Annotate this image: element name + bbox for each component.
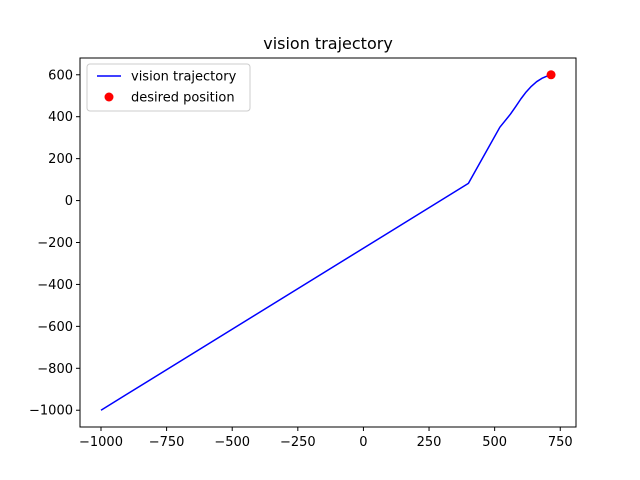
legend: vision trajectory desired position (86, 63, 251, 112)
x-tick-label: −750 (149, 435, 185, 450)
chart-title: vision trajectory (263, 34, 393, 53)
x-tick-label: −1000 (79, 435, 123, 450)
y-tick-label: −600 (37, 320, 73, 335)
x-tick-label: 500 (482, 435, 507, 450)
legend-label-desired: desired position (131, 91, 235, 106)
y-tick-label: −800 (37, 362, 73, 377)
y-tick-label: 0 (65, 194, 73, 209)
legend-marker-swatch (104, 92, 114, 102)
plot-area (100, 70, 556, 411)
x-tick-label: 250 (417, 435, 442, 450)
y-tick-label: −200 (37, 236, 73, 251)
y-tick-label: −400 (37, 278, 73, 293)
axes: −1000 −750 −500 −250 0 250 500 750 −1000 −800 −600… (29, 57, 577, 450)
x-tick-label: 0 (359, 435, 367, 450)
x-tick-label: −500 (214, 435, 250, 450)
x-tick-label: −250 (280, 435, 316, 450)
legend-box (86, 63, 251, 112)
y-tick-label: −1000 (29, 404, 73, 419)
x-tick-label: 750 (548, 435, 573, 450)
legend-label-trajectory: vision trajectory (131, 70, 237, 85)
y-tick-label: 400 (48, 110, 73, 125)
axes-frame (79, 57, 577, 428)
scatter-point-desired-position (546, 70, 556, 80)
series-line-vision-trajectory (100, 74, 552, 411)
y-tick-label: 200 (48, 152, 73, 167)
y-tick-label: 600 (48, 68, 73, 83)
